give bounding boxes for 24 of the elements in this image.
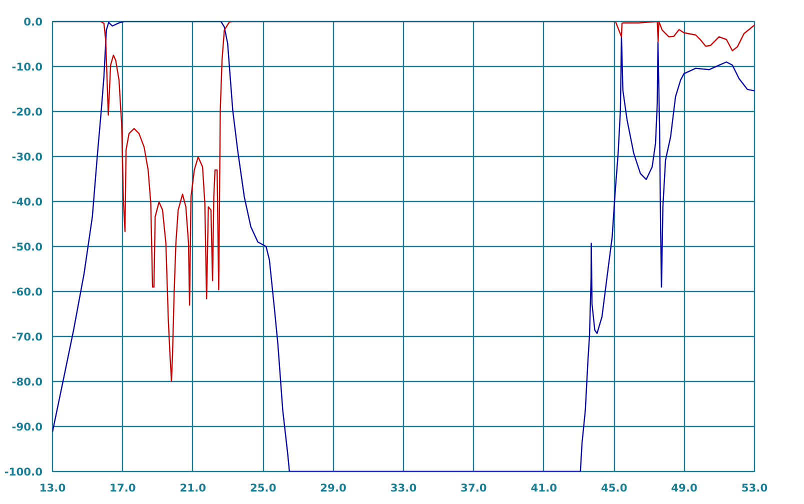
x-tick-label: 49.0	[671, 482, 698, 494]
y-tick-label: -20.0	[12, 106, 43, 118]
x-tick-label: 45.0	[600, 482, 628, 494]
y-tick-label: -10.0	[12, 60, 43, 74]
y-tick-label: -50.0	[12, 240, 43, 254]
y-tick-label: -40.0	[12, 196, 43, 208]
y-tick-label: -60.0	[12, 286, 43, 298]
y-tick-label: -100.0	[4, 466, 43, 478]
x-tick-label: 21.0	[180, 482, 206, 494]
x-tick-label: 33.0	[390, 482, 417, 494]
line-series	[52, 22, 754, 472]
y-tick-label: -70.0	[12, 330, 43, 344]
line-series	[52, 22, 754, 382]
x-tick-label: 25.0	[250, 482, 276, 494]
x-tick-label: 17.0	[110, 482, 136, 494]
y-tick-label: -30.0	[12, 150, 43, 164]
y-tick-label: -90.0	[12, 420, 43, 434]
y-tick-label: -80.0	[12, 376, 43, 388]
x-tick-label: 41.0	[530, 482, 558, 494]
x-tick-label: 29.0	[320, 482, 346, 494]
y-tick-label: 0.0	[24, 16, 43, 28]
x-tick-label: 37.0	[460, 482, 487, 494]
x-tick-label: 13.0	[39, 482, 66, 494]
x-tick-label: 53.0	[741, 482, 768, 494]
